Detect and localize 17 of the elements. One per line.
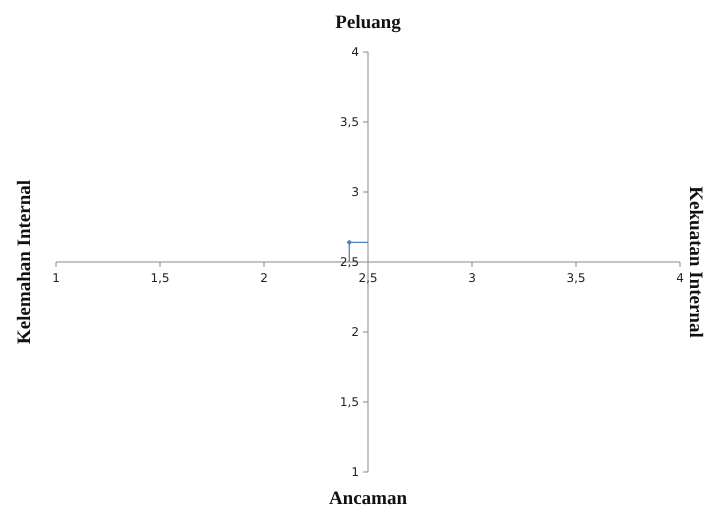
text: Ancaman bbox=[328, 488, 408, 509]
y-tick-label: 2 bbox=[351, 325, 359, 339]
text: Kekuatan Internal bbox=[685, 186, 706, 338]
x-tick-label: 4 bbox=[676, 271, 684, 285]
y-tick-label: 1 bbox=[351, 465, 359, 479]
x-tick-label: 3 bbox=[468, 271, 476, 285]
y-tick-label: 4 bbox=[351, 45, 359, 59]
y-tick-label: 3 bbox=[351, 185, 359, 199]
text: Kelemahan Internal bbox=[14, 180, 35, 344]
y-tick-label: 1,5 bbox=[340, 395, 359, 409]
x-tick-label: 1,5 bbox=[150, 271, 170, 285]
text: Peluang bbox=[335, 12, 402, 33]
x-tick-label: 3,5 bbox=[566, 271, 586, 285]
y-tick-label: 2,5 bbox=[340, 255, 359, 269]
x-tick-label: 1 bbox=[52, 271, 60, 285]
y-tick-label: 3,5 bbox=[340, 115, 359, 129]
x-tick-label: 2 bbox=[260, 271, 268, 285]
